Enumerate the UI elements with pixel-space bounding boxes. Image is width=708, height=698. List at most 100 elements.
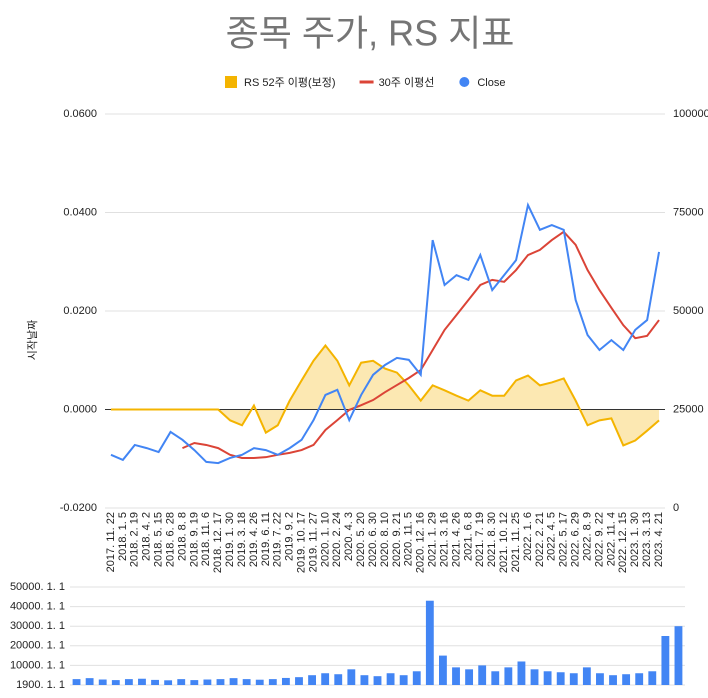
x-tick-label: 2023. 1. 30 [629, 512, 641, 567]
x-tick-label: 2018. 12. 17 [212, 512, 224, 573]
x-tick-label: 2019. 4. 26 [248, 512, 260, 567]
x-tick-label: 2022. 6. 29 [570, 512, 582, 567]
x-tick-label: 2020. 8. 10 [379, 512, 391, 567]
bar [648, 671, 657, 685]
bar [360, 675, 369, 685]
bar [255, 679, 264, 685]
bar [556, 672, 565, 685]
bar [674, 626, 683, 685]
bar [609, 675, 617, 685]
x-tick-label: 2020. 2. 24 [331, 512, 343, 567]
x-tick-label: 2022. 9. 22 [593, 512, 605, 567]
bar [138, 678, 146, 685]
y-tick-label: 0.0400 [63, 206, 97, 218]
y2-tick-label: 75000 [673, 206, 704, 218]
series-line [110, 343, 660, 447]
x-tick-label: 2018. 5. 15 [153, 512, 165, 567]
bar [517, 661, 526, 685]
y-tick-label: 50000. 1. 1 [10, 581, 65, 593]
y2-tick-label: 100000 [673, 108, 708, 120]
x-tick-label: 2022. 1. 6 [522, 512, 534, 561]
x-tick-label: 2021. 3. 16 [438, 512, 450, 567]
x-tick-label: 2021. 10. 12 [498, 512, 510, 573]
legend-swatch [459, 77, 470, 87]
bar [203, 679, 212, 685]
bar [229, 678, 238, 685]
x-tick-label: 2022. 11. 4 [605, 512, 617, 566]
y-tick-label: -0.0200 [60, 502, 97, 514]
bar [478, 665, 487, 685]
x-tick-label: 2018. 11. 6 [200, 512, 212, 566]
x-tick-label: 2018. 6. 28 [164, 512, 176, 567]
legend-label: RS 52주 이평(보정) [244, 76, 336, 89]
legend-label: Close [477, 77, 505, 89]
x-tick-label: 2019. 1. 30 [224, 512, 236, 567]
x-tick-label: 2018. 4. 2 [141, 512, 153, 561]
bar [543, 671, 552, 685]
x-tick-label: 2021. 1. 29 [427, 512, 439, 567]
y-axis-title: 시작날짜 [26, 320, 39, 360]
x-tick-label: 2021. 6. 8 [462, 512, 474, 561]
bar [111, 680, 120, 685]
x-tick-label: 2019. 11. 27 [307, 512, 319, 572]
bar [347, 669, 356, 685]
x-tick-label: 2022. 4. 5 [546, 512, 558, 561]
x-tick-label: 2022. 2. 21 [534, 512, 546, 567]
x-tick-label: 2019. 3. 18 [236, 512, 248, 567]
bar [373, 676, 382, 685]
x-tick-label: 2018. 1. 5 [117, 512, 129, 561]
bar [412, 671, 421, 685]
bar [242, 679, 251, 685]
bar [452, 667, 460, 685]
x-tick-label: 2021. 4. 26 [450, 512, 462, 567]
bar [164, 680, 173, 685]
x-tick-label: 2017. 11. 22 [105, 512, 117, 572]
x-tick-label: 2022. 5. 17 [558, 512, 570, 567]
x-tick-label: 2019. 7. 22 [272, 512, 284, 567]
x-tick-label: 2021. 11. 25 [510, 512, 522, 572]
bar [151, 679, 159, 685]
y-tick-label: 0.0600 [63, 108, 97, 120]
y-tick-label: 20000. 1. 1 [10, 640, 65, 652]
x-tick-label: 2020. 12. 16 [415, 512, 427, 573]
x-tick-label: 2020. 11. 5 [403, 512, 415, 566]
x-tick-label: 2020. 4. 3 [343, 512, 355, 561]
bar [281, 677, 290, 685]
bar [295, 677, 303, 685]
bar [491, 671, 500, 685]
series-line [110, 201, 661, 465]
bar [334, 674, 343, 685]
x-tick-label: 2019. 10. 17 [296, 512, 308, 573]
bar [399, 675, 408, 685]
chart-title: 종목 주가, RS 지표 [226, 13, 515, 54]
bar [216, 679, 225, 685]
x-tick-label: 2021. 8. 30 [486, 512, 498, 567]
bar [425, 600, 434, 685]
bar [308, 675, 316, 685]
x-tick-label: 2020. 6. 30 [367, 512, 379, 567]
series-area [110, 345, 660, 446]
x-tick-label: 2018. 9. 19 [188, 512, 200, 567]
bar [190, 680, 199, 685]
bar [321, 673, 330, 685]
bar [85, 678, 94, 685]
y-tick-label: 0.0000 [63, 403, 97, 415]
x-tick-label: 2018. 8. 8 [176, 512, 188, 561]
x-tick-label: 2020. 5. 20 [355, 512, 367, 567]
y2-tick-label: 0 [673, 502, 679, 514]
bar [635, 673, 644, 685]
bar [98, 679, 107, 685]
bar [504, 667, 513, 685]
y-tick-label: 40000. 1. 1 [10, 601, 65, 613]
x-tick-label: 2019. 9. 2 [284, 512, 296, 561]
x-tick-label: 2020. 9. 21 [391, 512, 403, 567]
y2-tick-label: 25000 [673, 403, 704, 415]
x-tick-label: 2023. 4. 21 [653, 512, 665, 567]
bar [177, 679, 186, 685]
y-tick-label: 10000. 1. 1 [10, 659, 65, 671]
x-tick-label: 2022. 8. 9 [581, 512, 593, 561]
y-tick-label: 0.0200 [63, 305, 97, 317]
x-tick-label: 2020. 1. 10 [319, 512, 331, 567]
y2-tick-label: 50000 [673, 305, 704, 317]
